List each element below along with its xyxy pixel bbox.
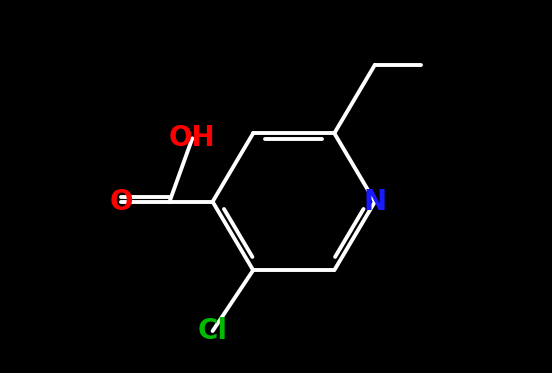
Text: OH: OH <box>169 124 216 152</box>
Text: O: O <box>109 188 133 216</box>
Text: Cl: Cl <box>198 317 227 345</box>
Text: N: N <box>363 188 386 216</box>
